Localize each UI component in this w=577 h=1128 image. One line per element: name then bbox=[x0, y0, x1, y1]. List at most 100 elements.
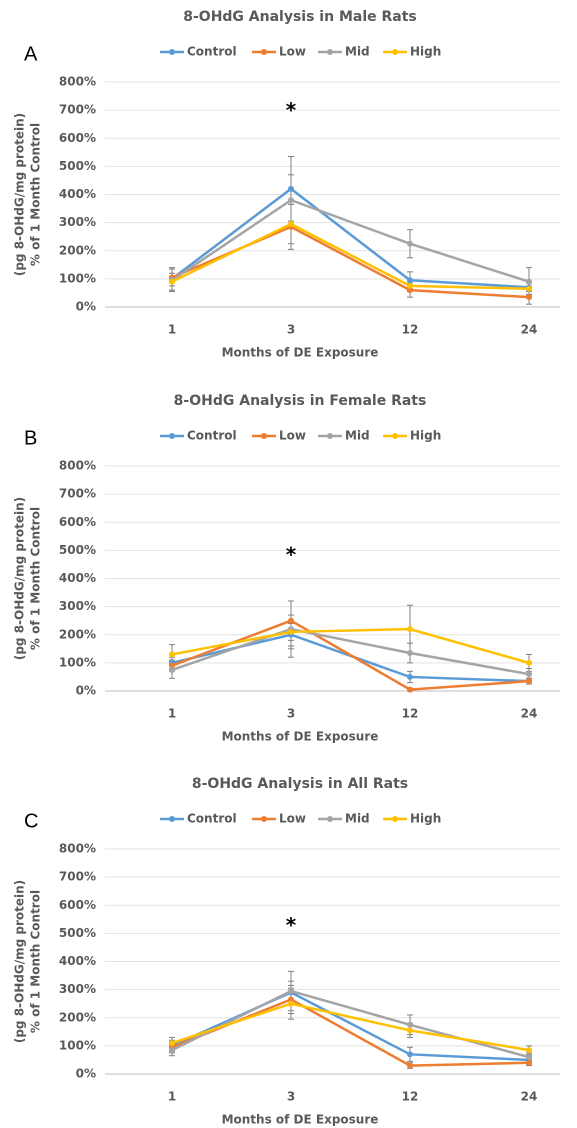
x-axis-label: Months of DE Exposure bbox=[222, 730, 379, 744]
legend-marker bbox=[327, 433, 333, 439]
x-tick-label: 3 bbox=[287, 323, 295, 337]
x-tick-label: 1 bbox=[168, 707, 176, 721]
y-tick-label: 200% bbox=[59, 627, 96, 641]
data-point bbox=[526, 278, 532, 285]
x-tick-label: 12 bbox=[402, 707, 419, 721]
y-axis-label-line: (pg 8-OHdG/mg protein) bbox=[13, 497, 27, 660]
legend-marker bbox=[261, 433, 267, 439]
y-axis-label-line: % of 1 Month Control bbox=[29, 507, 43, 650]
legend-label: Control bbox=[187, 812, 237, 826]
legend-marker bbox=[392, 49, 398, 55]
data-point bbox=[288, 197, 294, 204]
x-tick-label: 3 bbox=[287, 1090, 295, 1104]
x-tick-label: 12 bbox=[402, 1090, 419, 1104]
legend-label: Mid bbox=[345, 429, 370, 443]
x-tick-label: 24 bbox=[521, 1090, 538, 1104]
legend-marker bbox=[327, 816, 333, 822]
series-line bbox=[171, 991, 530, 1062]
y-axis-label: (pg 8-OHdG/mg protein)% of 1 Month Contr… bbox=[13, 497, 43, 660]
data-point bbox=[407, 650, 413, 657]
y-tick-label: 300% bbox=[59, 599, 96, 613]
y-axis-label: (pg 8-OHdG/mg protein)% of 1 Month Contr… bbox=[13, 113, 43, 276]
legend-label: Low bbox=[279, 45, 306, 59]
legend-label: Control bbox=[187, 45, 237, 59]
data-point bbox=[407, 277, 413, 284]
data-point bbox=[169, 1047, 175, 1054]
legend-marker bbox=[169, 816, 175, 822]
data-point bbox=[288, 996, 294, 1003]
y-tick-label: 600% bbox=[59, 131, 96, 145]
data-point bbox=[407, 282, 413, 289]
legend-label: Low bbox=[279, 812, 306, 826]
data-point bbox=[169, 651, 175, 658]
y-tick-label: 800% bbox=[59, 75, 96, 89]
annotation: * bbox=[286, 913, 297, 937]
x-tick-label: 24 bbox=[521, 323, 538, 337]
y-tick-label: 0% bbox=[76, 684, 96, 698]
data-point bbox=[526, 671, 532, 678]
legend-label: High bbox=[410, 45, 441, 59]
data-point bbox=[288, 185, 294, 192]
chart-title: 8-OHdG Analysis in All Rats bbox=[192, 776, 408, 792]
x-axis-label: Months of DE Exposure bbox=[222, 1113, 379, 1127]
annotation: * bbox=[286, 543, 297, 567]
annotation: * bbox=[286, 98, 297, 122]
panel-label: A bbox=[24, 43, 38, 65]
y-tick-label: 800% bbox=[59, 842, 96, 856]
y-tick-label: 500% bbox=[59, 543, 96, 557]
data-point bbox=[526, 1047, 532, 1054]
y-tick-label: 0% bbox=[76, 1067, 96, 1081]
data-point bbox=[169, 1040, 175, 1047]
legend-marker bbox=[261, 816, 267, 822]
data-point bbox=[407, 1021, 413, 1028]
y-axis-label-line: % of 1 Month Control bbox=[29, 890, 43, 1033]
data-point bbox=[169, 278, 175, 285]
y-tick-label: 400% bbox=[59, 571, 96, 585]
y-tick-label: 500% bbox=[59, 159, 96, 173]
data-point bbox=[169, 666, 175, 673]
x-tick-label: 24 bbox=[521, 707, 538, 721]
legend-label: High bbox=[410, 429, 441, 443]
data-point bbox=[526, 285, 532, 292]
y-tick-label: 700% bbox=[59, 103, 96, 117]
x-tick-label: 3 bbox=[287, 707, 295, 721]
series-line bbox=[171, 627, 530, 676]
data-point bbox=[288, 628, 294, 635]
data-point bbox=[288, 1000, 294, 1007]
y-axis-label-line: (pg 8-OHdG/mg protein) bbox=[13, 113, 27, 276]
y-tick-label: 600% bbox=[59, 515, 96, 529]
y-tick-label: 700% bbox=[59, 870, 96, 884]
y-tick-label: 400% bbox=[59, 187, 96, 201]
series-line bbox=[171, 222, 530, 290]
data-point bbox=[407, 1051, 413, 1058]
series-line bbox=[171, 198, 530, 283]
y-tick-label: 600% bbox=[59, 898, 96, 912]
legend-marker bbox=[169, 433, 175, 439]
series-line bbox=[171, 1002, 530, 1052]
data-point bbox=[288, 221, 294, 228]
series-line bbox=[171, 187, 530, 289]
x-tick-label: 12 bbox=[402, 323, 419, 337]
legend-marker bbox=[392, 433, 398, 439]
legend-label: Control bbox=[187, 429, 237, 443]
y-tick-label: 300% bbox=[59, 215, 96, 229]
chart-title: 8-OHdG Analysis in Male Rats bbox=[183, 9, 417, 25]
legend-label: Low bbox=[279, 429, 306, 443]
legend-label: Mid bbox=[345, 812, 370, 826]
legend-marker bbox=[169, 49, 175, 55]
y-axis-label-line: % of 1 Month Control bbox=[29, 123, 43, 266]
y-tick-label: 300% bbox=[59, 982, 96, 996]
series-line bbox=[171, 627, 530, 665]
data-point bbox=[407, 626, 413, 633]
y-tick-label: 800% bbox=[59, 459, 96, 473]
data-point bbox=[407, 240, 413, 247]
x-axis-label: Months of DE Exposure bbox=[222, 346, 379, 360]
data-point bbox=[526, 1054, 532, 1061]
legend-marker bbox=[327, 49, 333, 55]
legend-label: High bbox=[410, 812, 441, 826]
y-tick-label: 700% bbox=[59, 487, 96, 501]
data-point bbox=[407, 1062, 413, 1069]
data-point bbox=[526, 659, 532, 666]
legend-marker bbox=[392, 816, 398, 822]
